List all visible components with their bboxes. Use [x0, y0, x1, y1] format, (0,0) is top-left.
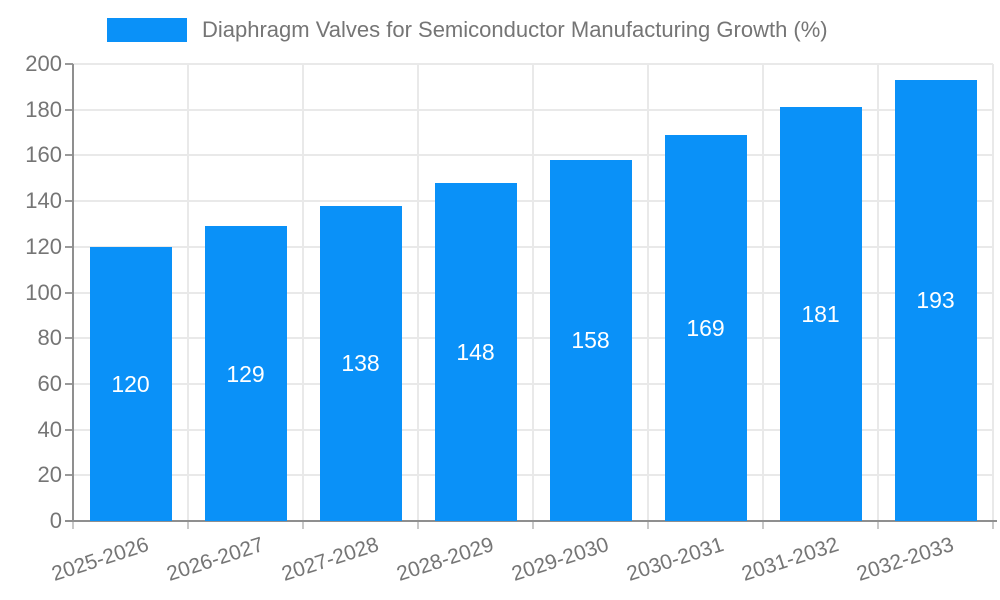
- x-gridline: [762, 64, 764, 521]
- x-gridline: [417, 64, 419, 521]
- bar-value-label: 148: [456, 338, 495, 365]
- x-axis-tick: [532, 521, 534, 529]
- x-axis-line: [65, 520, 997, 522]
- bar-value-label: 169: [686, 314, 725, 341]
- x-axis-tick: [302, 521, 304, 529]
- x-axis-tick: [762, 521, 764, 529]
- x-axis-tick-label: 2027-2028: [278, 533, 382, 586]
- x-gridline: [532, 64, 534, 521]
- x-axis-tick-label: 2026-2027: [163, 533, 267, 586]
- x-axis-tick: [877, 521, 879, 529]
- y-axis-tick-label: 100: [25, 279, 62, 305]
- y-axis-tick-label: 60: [37, 370, 62, 396]
- x-gridline: [992, 64, 994, 521]
- bar: [434, 182, 517, 521]
- y-axis-tick-label: 120: [25, 233, 62, 259]
- bar-value-label: 120: [111, 370, 150, 397]
- y-axis-tick: [65, 337, 73, 340]
- bar-value-label: 193: [916, 287, 955, 314]
- x-gridline: [302, 64, 304, 521]
- x-axis-tick-label: 2025-2026: [48, 533, 152, 586]
- bar: [319, 205, 402, 521]
- bar-value-label: 181: [801, 301, 840, 328]
- x-axis-tick-label: 2030-2031: [623, 533, 727, 586]
- y-axis-tick-label: 160: [25, 142, 62, 168]
- x-gridline: [187, 64, 189, 521]
- y-axis-tick-label: 20: [37, 462, 62, 488]
- bar: [549, 159, 632, 521]
- x-axis-tick: [647, 521, 649, 529]
- x-axis-tick-label: 2029-2030: [508, 533, 612, 586]
- y-axis-tick: [65, 63, 73, 65]
- y-axis-tick: [65, 108, 73, 111]
- chart-legend: Diaphragm Valves for Semiconductor Manuf…: [107, 17, 828, 43]
- bar: [89, 246, 172, 521]
- bar: [779, 107, 862, 521]
- y-axis-tick: [65, 428, 73, 431]
- bar-value-label: 129: [226, 360, 265, 387]
- bar-value-label: 138: [341, 350, 380, 377]
- legend-swatch: [107, 18, 187, 42]
- bar: [204, 226, 287, 521]
- y-axis-tick: [65, 382, 73, 385]
- y-axis-tick: [65, 245, 73, 248]
- y-axis-tick-label: 180: [25, 96, 62, 122]
- x-axis-tick: [72, 521, 74, 529]
- y-axis-line: [72, 64, 74, 521]
- y-axis-tick: [65, 291, 73, 294]
- x-gridline: [647, 64, 649, 521]
- y-axis-tick: [65, 154, 73, 157]
- y-axis-tick-label: 40: [37, 416, 62, 442]
- x-axis-tick: [992, 521, 994, 529]
- y-axis-tick: [65, 474, 73, 477]
- y-axis-tick-label: 80: [37, 325, 62, 351]
- x-axis-tick-label: 2028-2029: [393, 533, 497, 586]
- y-axis-tick-label: 140: [25, 188, 62, 214]
- bar: [664, 134, 747, 521]
- x-axis-tick: [417, 521, 419, 529]
- y-axis-tick-label: 200: [25, 51, 62, 76]
- x-axis-tick-label: 2032-2033: [853, 533, 957, 586]
- x-axis-tick: [187, 521, 189, 529]
- legend-series-label: Diaphragm Valves for Semiconductor Manuf…: [202, 17, 828, 42]
- x-axis-tick-label: 2031-2032: [738, 533, 842, 586]
- bar: [894, 79, 977, 521]
- x-gridline: [877, 64, 879, 521]
- bar-value-label: 158: [571, 327, 610, 354]
- y-axis-tick: [65, 200, 73, 203]
- y-axis-tick-label: 0: [49, 508, 62, 533]
